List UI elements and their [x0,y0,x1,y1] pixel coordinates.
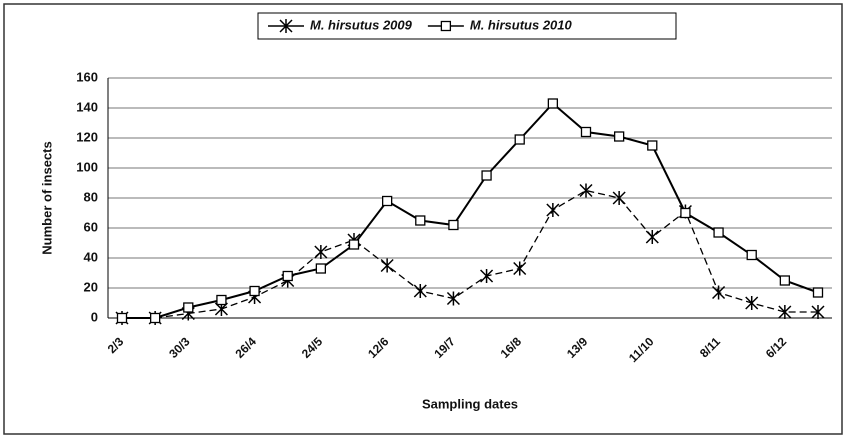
marker [413,284,427,298]
x-tick-label: 19/7 [431,334,458,361]
x-tick-label: 13/9 [564,334,591,361]
marker [712,285,726,300]
marker [746,249,757,261]
frame [3,3,843,435]
marker [680,207,691,219]
legend-label: M. hirsutus 2010 [470,17,573,32]
marker [811,305,825,319]
x-axis-label: Sampling dates [422,396,518,411]
y-tick-label: 60 [84,219,98,234]
marker [381,195,393,207]
y-tick-label: 40 [84,249,98,264]
marker [713,227,724,238]
marker [116,312,128,324]
marker [448,219,459,231]
marker [514,134,525,145]
marker [513,261,527,276]
marker [282,270,293,282]
marker [580,126,592,138]
marker [183,302,194,313]
marker [314,245,328,259]
x-tick-label: 26/4 [233,334,260,361]
marker [480,269,494,283]
marker [779,275,791,286]
marker [612,191,626,205]
x-tick-label: 2/3 [105,334,127,356]
marker [481,170,492,181]
x-tick-label: 24/5 [299,334,326,361]
y-axis-label: Number of insects [39,141,54,254]
series-line [122,102,819,319]
y-tick-label: 100 [76,159,98,174]
marker [446,291,460,306]
x-tick-label: 8/11 [697,334,723,360]
y-tick-label: 160 [76,69,98,84]
marker [279,19,293,33]
marker [315,263,327,274]
marker [415,215,426,226]
marker [812,287,824,298]
marker [613,131,625,142]
marker [645,230,659,244]
x-tick-label: 12/6 [365,334,392,361]
y-tick-label: 140 [76,99,98,114]
y-tick-label: 20 [84,279,98,294]
legend-box [257,12,677,40]
x-tick-label: 16/8 [498,334,525,361]
marker [647,140,658,151]
marker [546,203,560,217]
legend-label: M. hirsutus 2009 [310,17,413,32]
marker [249,285,260,297]
marker [380,258,394,273]
marker [216,294,227,306]
series-line [122,189,818,319]
y-tick-label: 0 [91,309,98,324]
x-tick-label: 11/10 [626,334,657,365]
x-tick-label: 30/3 [166,334,193,361]
x-tick-label: 6/12 [763,334,790,361]
marker [348,239,360,250]
marker [778,305,792,319]
marker [149,312,161,324]
y-tick-label: 120 [76,129,98,144]
marker [547,98,559,109]
marker [579,183,593,198]
marker [745,296,759,310]
y-tick-label: 80 [84,189,98,204]
marker [440,20,452,32]
